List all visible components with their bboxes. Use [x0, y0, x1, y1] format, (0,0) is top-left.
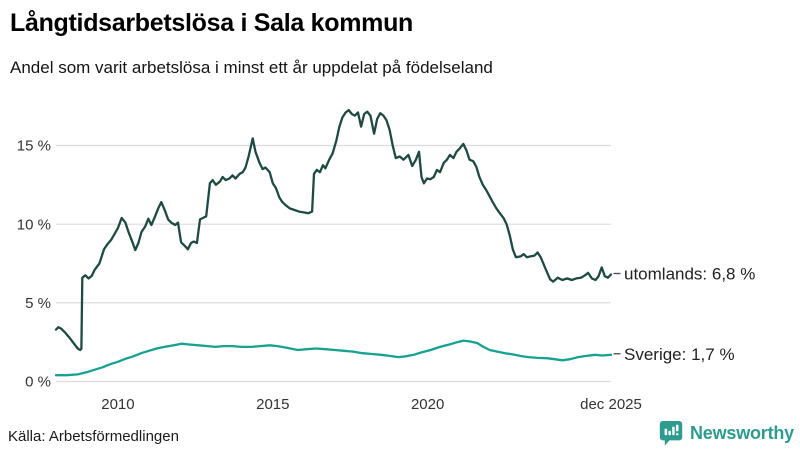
bar-3: [672, 426, 675, 436]
exclamation-dot: [675, 433, 679, 436]
exclamation-bar: [675, 424, 679, 432]
y-tick-label: 15 %: [17, 138, 51, 155]
y-tick-label: 0 %: [25, 374, 51, 391]
series-end-label-utomlands: utomlands: 6,8 %: [624, 265, 755, 284]
x-tick-label: 2010: [101, 396, 134, 413]
newsworthy-icon: [659, 421, 683, 446]
gridlines: [56, 144, 611, 383]
y-tick-label: 5 %: [25, 295, 51, 312]
series-end-label-sverige: Sverige: 1,7 %: [624, 345, 735, 364]
page-title: Långtidsarbetslösa i Sala kommun: [10, 9, 414, 37]
page-subtitle: Andel som varit arbetslösa i minst ett å…: [10, 58, 493, 77]
series-line-sverige: [54, 339, 613, 377]
newsworthy-wordmark: Newsworthy: [689, 423, 794, 443]
series-lines: [54, 108, 613, 377]
y-axis-labels: 0 % 5 % 10 % 15 %: [17, 138, 51, 391]
source-note: Källa: Arbetsförmedlingen: [8, 428, 179, 445]
x-axis-labels: 2010 2015 2020 dec 2025: [101, 396, 642, 413]
x-tick-label: 2020: [411, 396, 444, 413]
bar-2: [668, 430, 671, 436]
newsworthy-logo[interactable]: Newsworthy: [659, 420, 794, 447]
y-tick-label: 10 %: [17, 216, 51, 233]
x-tick-label: dec 2025: [580, 396, 642, 413]
bar-1: [664, 428, 668, 436]
speech-bubble-shape: [659, 421, 683, 446]
series-line-utomlands: [54, 108, 613, 352]
x-tick-label: 2015: [256, 396, 289, 413]
